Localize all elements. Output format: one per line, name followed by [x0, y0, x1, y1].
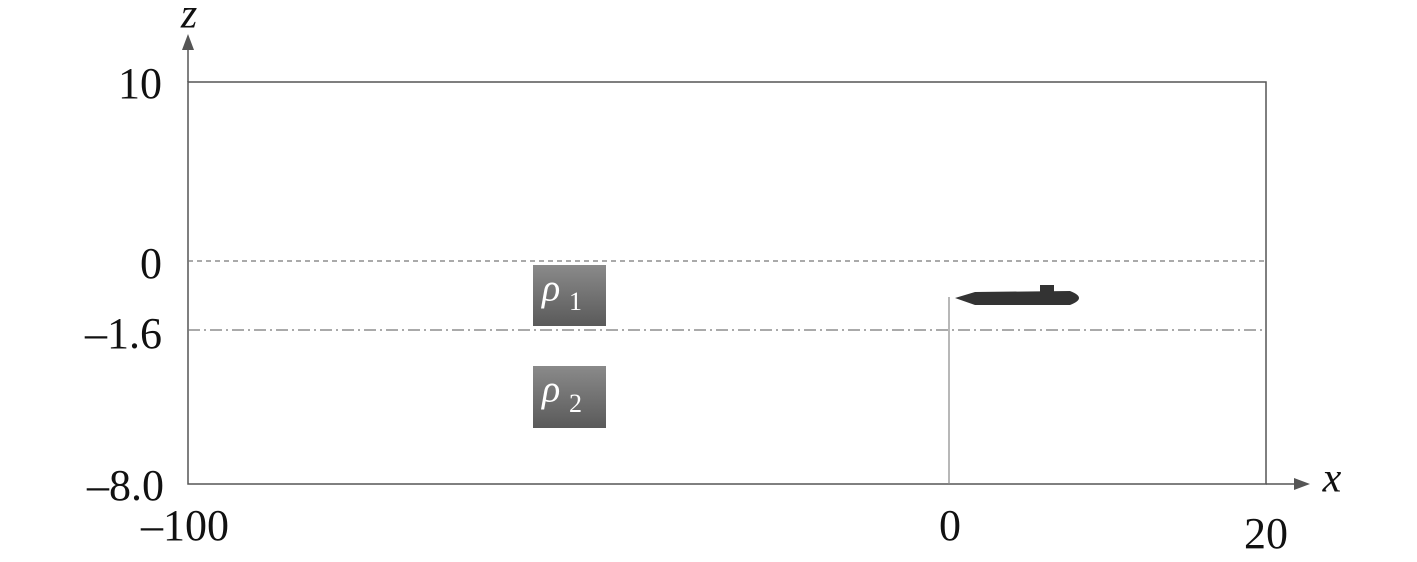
layer-subscript: 1: [569, 287, 582, 316]
z-tick-label: 10: [118, 59, 162, 108]
layer-box: [533, 265, 606, 326]
z-tick-label: 0: [140, 239, 162, 288]
x-tick-label: 20: [1244, 509, 1288, 558]
z-tick-label: –1.6: [84, 309, 162, 358]
x-tick-label: –100: [140, 501, 229, 550]
z-tick-label: –8.0: [86, 461, 164, 510]
x-axis-label: x: [1322, 456, 1342, 502]
layer-subscript: 2: [569, 389, 582, 418]
submarine: [955, 285, 1079, 305]
x-tick-label: 0: [939, 501, 961, 550]
layer-box: [533, 366, 606, 428]
x-arrow: [1294, 478, 1310, 490]
domain-frame: [187, 81, 1267, 485]
layer-symbol: ρ: [541, 268, 560, 310]
z-arrow: [182, 34, 194, 50]
z-axis-label: z: [180, 0, 197, 38]
layer-symbol: ρ: [541, 369, 560, 411]
